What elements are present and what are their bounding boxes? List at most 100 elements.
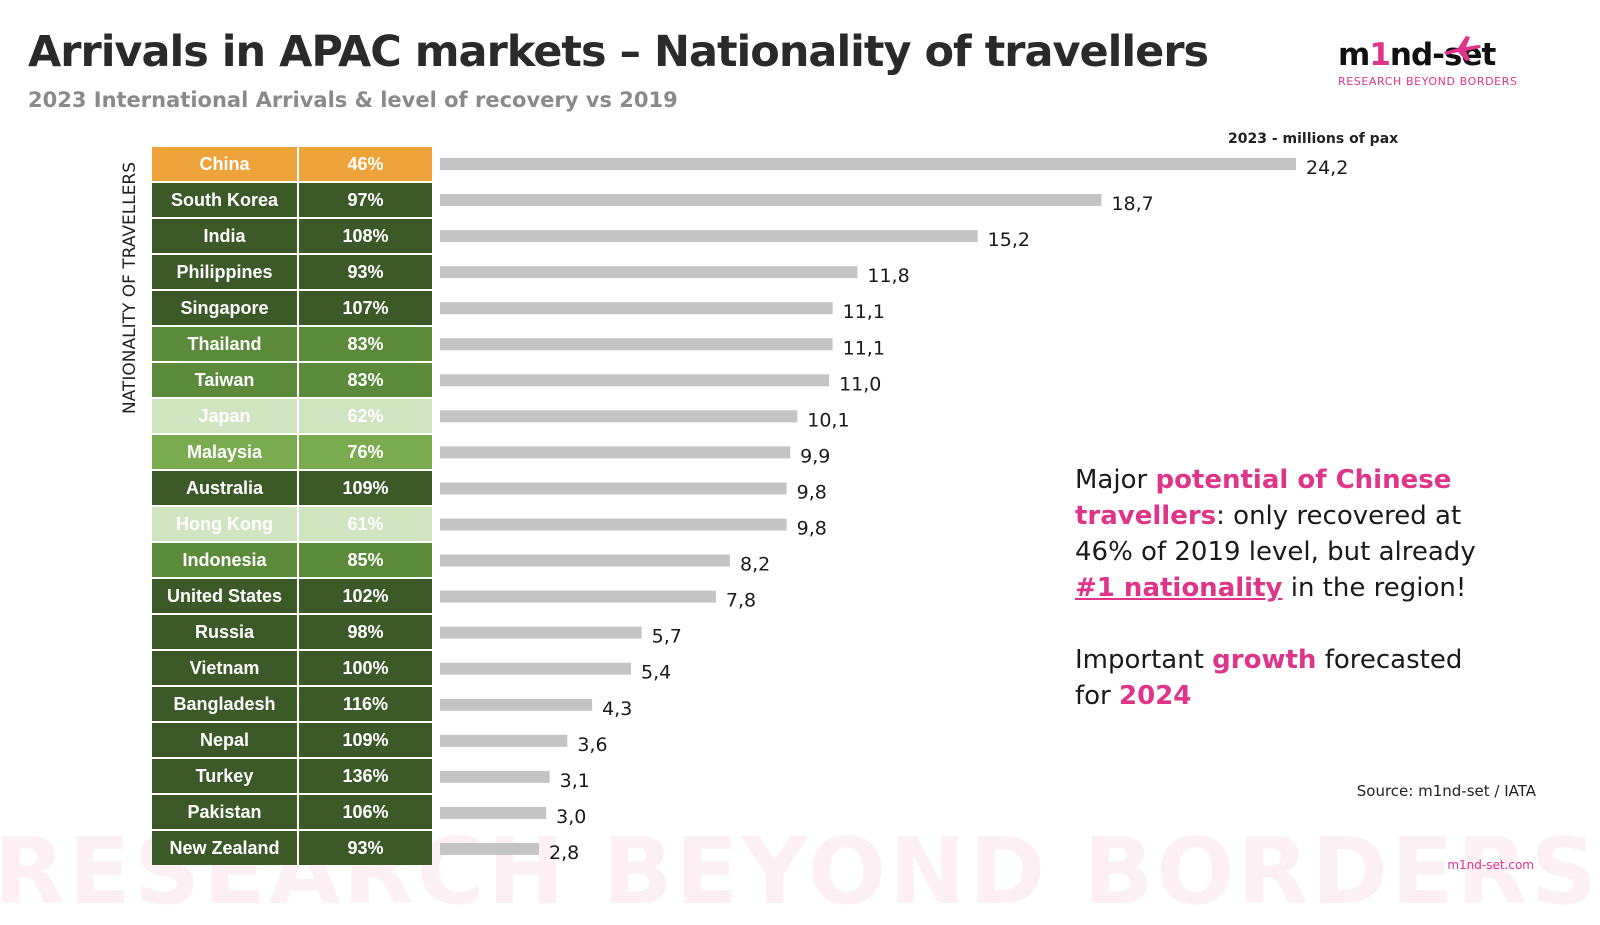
bar-value-label: 24,2 (1306, 157, 1348, 179)
table-row: India 108% (152, 219, 432, 253)
value-unit-label: 2023 - millions of pax (1228, 131, 1399, 147)
country-label: Thailand (152, 327, 297, 361)
bar (440, 734, 568, 747)
country-label: South Korea (152, 183, 297, 217)
recovery-label: 93% (299, 831, 432, 865)
bar-value-label: 11,8 (867, 265, 909, 287)
country-label: Malaysia (152, 435, 297, 469)
bar (440, 446, 791, 459)
recovery-label: 46% (299, 147, 432, 181)
nationality-table: China 46% South Korea 97% India 108% Philippin… (152, 147, 432, 867)
bar-value-label: 9,8 (797, 481, 827, 503)
table-row: Singapore 107% (152, 291, 432, 325)
country-label: Indonesia (152, 543, 297, 577)
table-row: South Korea 97% (152, 183, 432, 217)
logo-tagline: RESEARCH BEYOND BORDERS (1338, 75, 1518, 88)
source-note: Source: m1nd-set / IATA (1356, 782, 1536, 800)
table-row: Turkey 136% (152, 759, 432, 793)
country-label: Singapore (152, 291, 297, 325)
callout-paragraph-growth: Important growth forecasted for 2024 (1075, 642, 1495, 714)
recovery-label: 136% (299, 759, 432, 793)
bar-value-label: 5,7 (652, 626, 682, 648)
table-row: Japan 62% (152, 399, 432, 433)
country-label: Nepal (152, 723, 297, 757)
bar (440, 770, 550, 783)
bar-value-label: 11,1 (843, 337, 885, 359)
bar (440, 554, 731, 567)
bar (440, 230, 978, 243)
table-row: Russia 98% (152, 615, 432, 649)
bar (440, 410, 798, 423)
callout-paragraph-chinese: Major potential of Chinese travellers: o… (1075, 462, 1495, 606)
recovery-label: 97% (299, 183, 432, 217)
country-label: Japan (152, 399, 297, 433)
bar (440, 698, 593, 711)
bar-value-label: 10,1 (807, 409, 849, 431)
callout-text: : only recovered at 46% of 2019 level, b… (1075, 501, 1476, 567)
bar-value-label: 7,8 (726, 590, 756, 612)
country-label: Taiwan (152, 363, 297, 397)
table-row: Indonesia 85% (152, 543, 432, 577)
bar-value-label: 8,2 (740, 554, 770, 576)
recovery-label: 106% (299, 795, 432, 829)
recovery-label: 83% (299, 363, 432, 397)
logo-word-highlight: 1 (1369, 37, 1391, 73)
bar (440, 266, 858, 279)
bar-value-label: 11,1 (843, 301, 885, 323)
country-label: Pakistan (152, 795, 297, 829)
logo-word-part: nd-set (1389, 37, 1496, 73)
recovery-label: 98% (299, 615, 432, 649)
recovery-label: 62% (299, 399, 432, 433)
recovery-label: 116% (299, 687, 432, 721)
recovery-label: 85% (299, 543, 432, 577)
bar (440, 302, 833, 315)
table-row: Hong Kong 61% (152, 507, 432, 541)
logo-word-part: m (1338, 37, 1370, 73)
bar-value-label: 4,3 (602, 698, 632, 720)
site-url: m1nd-set.com (1447, 858, 1534, 872)
country-label: China (152, 147, 297, 181)
bar (440, 374, 830, 387)
recovery-label: 76% (299, 435, 432, 469)
table-row: Taiwan 83% (152, 363, 432, 397)
recovery-label: 61% (299, 507, 432, 541)
bar (440, 590, 716, 603)
table-row: Pakistan 106% (152, 795, 432, 829)
table-row: Nepal 109% (152, 723, 432, 757)
recovery-label: 100% (299, 651, 432, 685)
bar (440, 662, 632, 675)
table-row: Vietnam 100% (152, 651, 432, 685)
bar-value-label: 3,0 (556, 806, 586, 828)
country-label: Hong Kong (152, 507, 297, 541)
bar-value-label: 18,7 (1111, 193, 1153, 215)
bar (440, 842, 540, 855)
country-label: New Zealand (152, 831, 297, 865)
bar-value-label: 15,2 (988, 229, 1030, 251)
country-label: Bangladesh (152, 687, 297, 721)
table-row: New Zealand 93% (152, 831, 432, 865)
insight-callout: Major potential of Chinese travellers: o… (1075, 462, 1495, 750)
callout-text: Important (1075, 645, 1213, 675)
bar-value-label: 11,0 (839, 373, 881, 395)
page-subtitle: 2023 International Arrivals & level of r… (28, 88, 678, 112)
recovery-label: 109% (299, 723, 432, 757)
bar (440, 194, 1102, 207)
bar (440, 626, 642, 639)
country-label: Philippines (152, 255, 297, 289)
callout-text: in the region! (1282, 573, 1467, 603)
bar-value-label: 5,4 (641, 662, 671, 684)
country-label: Turkey (152, 759, 297, 793)
table-row: Malaysia 76% (152, 435, 432, 469)
recovery-label: 109% (299, 471, 432, 505)
table-row: Bangladesh 116% (152, 687, 432, 721)
bar (440, 158, 1296, 170)
bar-value-label: 9,8 (797, 518, 827, 540)
table-row: China 46% (152, 147, 432, 181)
recovery-label: 102% (299, 579, 432, 613)
table-row: Thailand 83% (152, 327, 432, 361)
country-label: Australia (152, 471, 297, 505)
callout-highlight: growth (1212, 645, 1317, 675)
country-label: Russia (152, 615, 297, 649)
callout-highlight-underlined: #1 nationality (1075, 573, 1283, 603)
bar-value-label: 3,6 (577, 734, 607, 756)
